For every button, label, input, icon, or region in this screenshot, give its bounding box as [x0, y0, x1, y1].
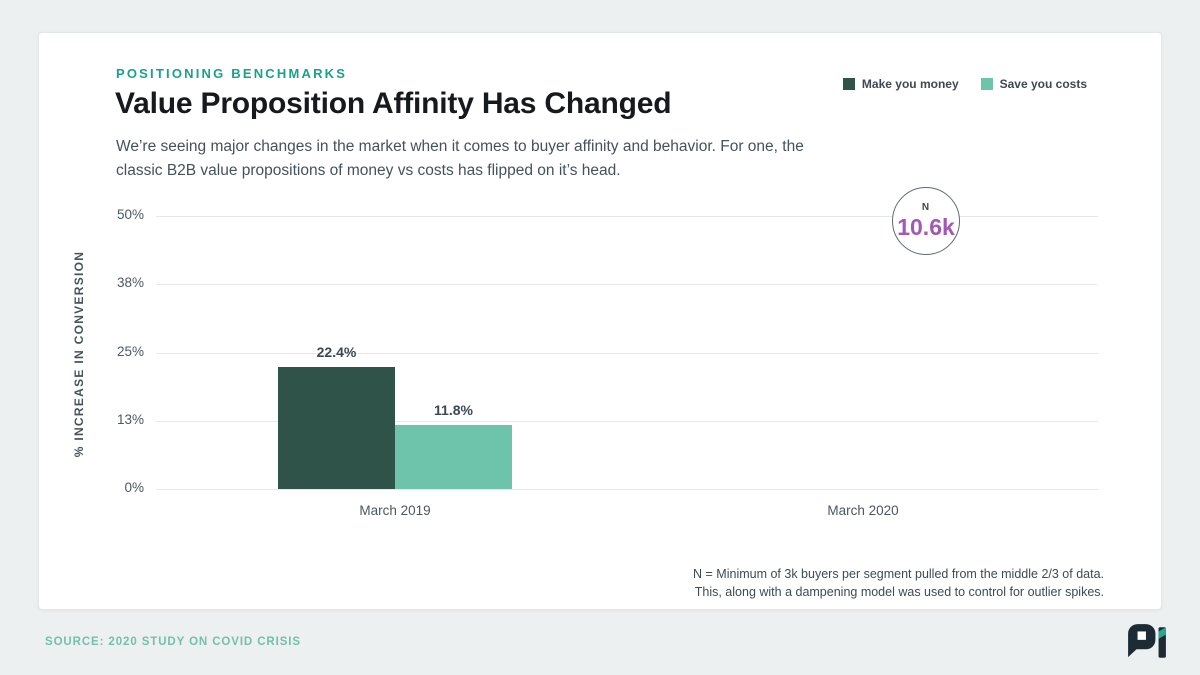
bar-value-label: 11.8%	[434, 401, 473, 418]
y-tick-label: 25%	[116, 343, 144, 359]
source-label: SOURCE: 2020 STUDY ON COVID CRISIS	[45, 636, 301, 648]
chart-card: POSITIONING BENCHMARKS Value Proposition…	[38, 32, 1162, 610]
company-logo-icon	[1128, 624, 1166, 658]
eyebrow-label: POSITIONING BENCHMARKS	[116, 66, 348, 81]
bar	[278, 366, 395, 489]
footnote-line: This, along with a dampening model was u…	[694, 585, 1104, 599]
legend-item-label: Save you costs	[999, 77, 1087, 91]
n-badge-label: N	[921, 201, 931, 213]
legend-item-label: Make you money	[861, 77, 959, 91]
legend: Make you money Save you costs	[842, 77, 1087, 91]
x-tick-label: March 2019	[359, 503, 431, 518]
n-badge: N 10.6k	[892, 187, 960, 255]
bar-value-label: 22.4%	[316, 343, 357, 360]
y-tick-label: 13%	[116, 411, 144, 427]
legend-item-make-you-money: Make you money	[842, 77, 959, 91]
gridline	[156, 352, 1098, 354]
bar	[395, 424, 512, 489]
legend-swatch-dark-icon	[842, 78, 855, 90]
footnote-line: N = Minimum of 3k buyers per segment pul…	[693, 567, 1104, 581]
y-tick-label: 38%	[116, 275, 144, 291]
page-subtitle: We’re seeing major changes in the market…	[116, 135, 804, 183]
n-badge-value: 10.6k	[897, 213, 955, 240]
legend-item-save-you-costs: Save you costs	[980, 77, 1087, 91]
gridline	[156, 216, 1098, 217]
plot-area: % INCREASE IN CONVERSION 0% 13% 25% 38% 50% 2…	[39, 33, 1161, 609]
subtitle-line: classic B2B value propositions of money …	[116, 162, 621, 179]
x-tick-label: March 2020	[827, 503, 899, 518]
footnote: N = Minimum of 3k buyers per segment pul…	[693, 565, 1104, 601]
y-tick-label: 0%	[124, 480, 144, 495]
legend-swatch-light-icon	[980, 78, 993, 90]
page-title: Value Proposition Affinity Has Changed	[115, 87, 672, 120]
gridline	[156, 489, 1098, 490]
gridline	[156, 420, 1098, 422]
y-tick-label: 50%	[116, 207, 144, 222]
gridline	[156, 284, 1098, 286]
subtitle-line: We’re seeing major changes in the market…	[116, 138, 804, 155]
